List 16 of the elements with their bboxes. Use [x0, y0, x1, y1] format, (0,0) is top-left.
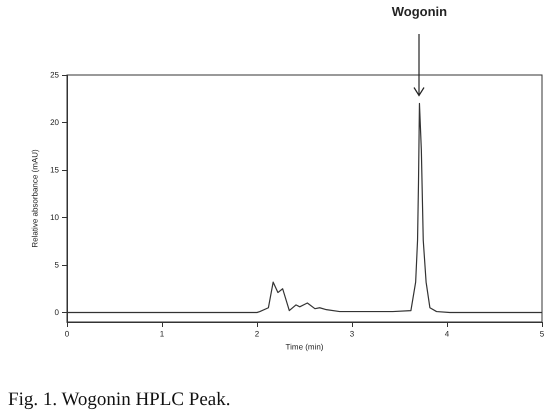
- annotation: Wogonin: [390, 4, 448, 19]
- x-tick-label: 4: [444, 330, 450, 338]
- y-tick-label: 0: [54, 308, 60, 317]
- x-axis-title: Time (min): [286, 342, 324, 352]
- y-tick-label: 25: [50, 70, 60, 80]
- x-tick-label: 1: [160, 330, 165, 338]
- y-tick-label: 10: [50, 213, 60, 222]
- caption: Fig. 1. Wogonin HPLC Peak.: [8, 389, 230, 410]
- x-tick-label: 3: [350, 330, 355, 338]
- y-axis-title: Relative absorbance (mAU): [30, 149, 40, 248]
- y-tick-label: 20: [50, 118, 60, 127]
- y-tick-label: 5: [54, 260, 60, 270]
- x-tick-label: 0: [64, 330, 70, 338]
- x-tick-label: 2: [254, 330, 260, 338]
- x-tick-label: 5: [540, 330, 545, 338]
- y-tick-label: 15: [50, 166, 60, 174]
